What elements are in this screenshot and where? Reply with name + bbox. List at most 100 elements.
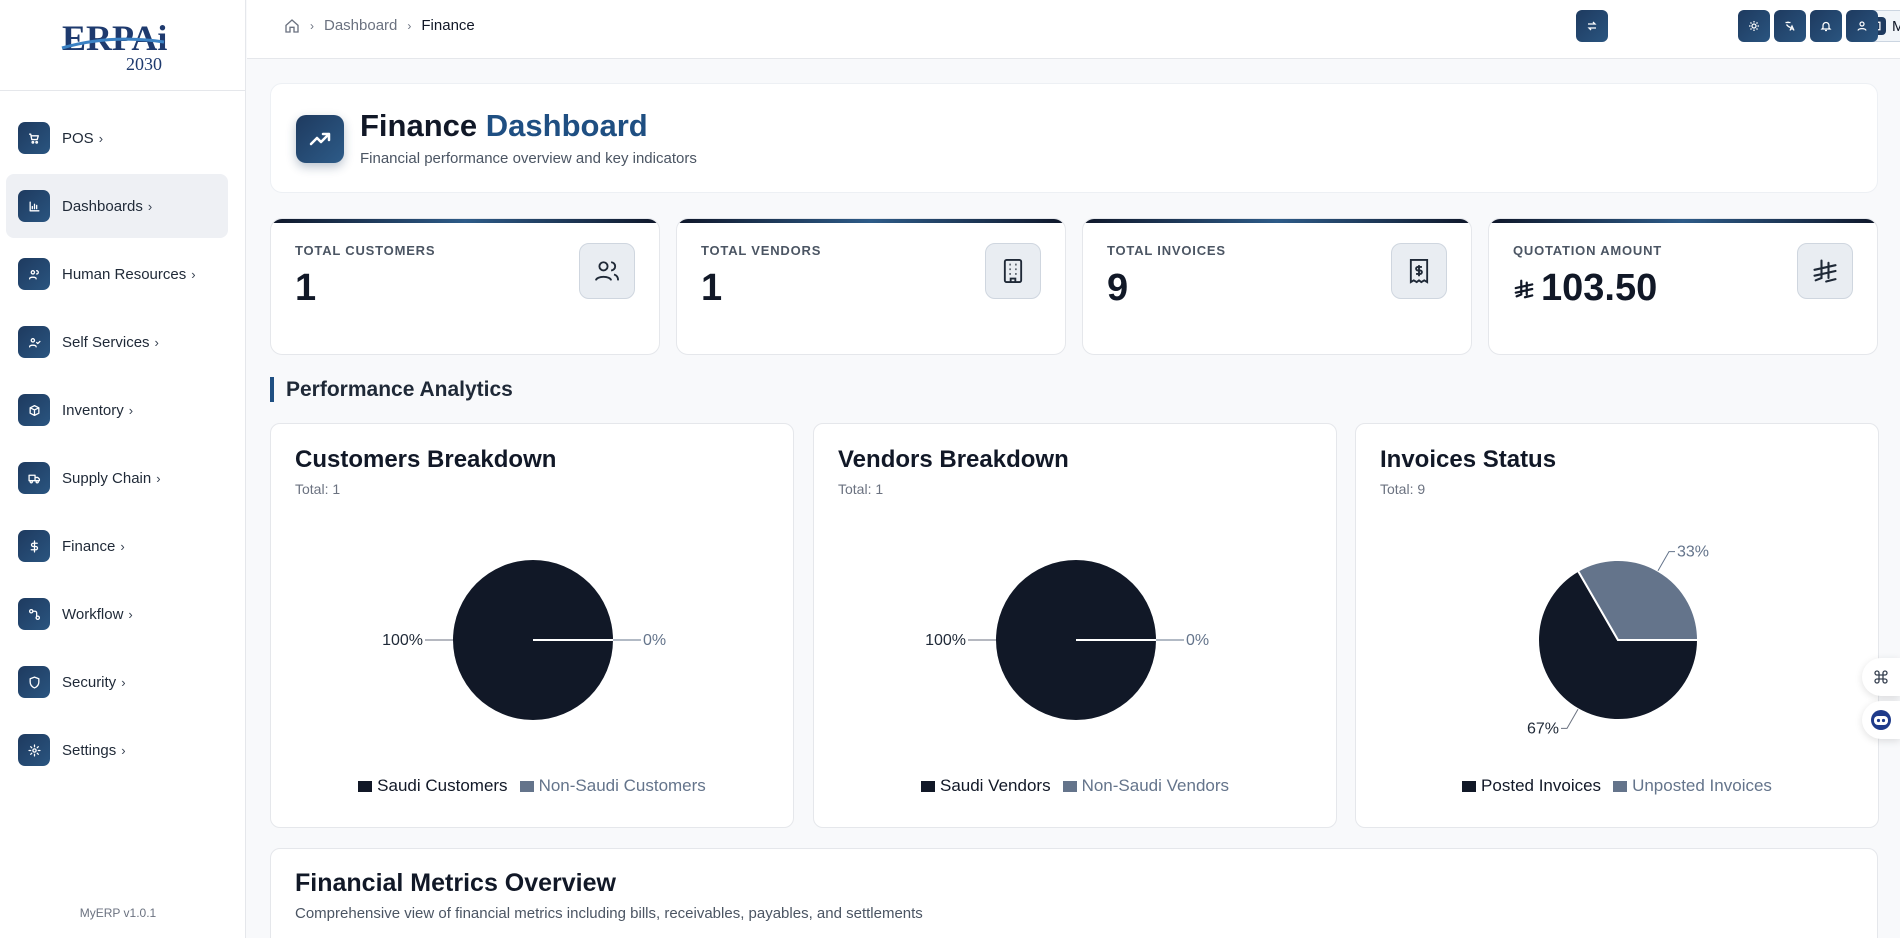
chevron-right-icon: › bbox=[128, 402, 134, 418]
chevron-right-icon: › bbox=[147, 198, 153, 214]
cart-icon bbox=[18, 122, 50, 154]
pie-slice[interactable] bbox=[1537, 569, 1700, 721]
translate-icon bbox=[1785, 21, 1795, 31]
logo-year: 2030 bbox=[126, 54, 162, 74]
bar-chart-icon bbox=[18, 190, 50, 222]
legend-label: Non-Saudi Customers bbox=[538, 776, 706, 795]
pie-label: 67% bbox=[1527, 720, 1559, 737]
theme-button[interactable] bbox=[1738, 10, 1770, 42]
legend-label: Unposted Invoices bbox=[1632, 776, 1772, 795]
legend-item[interactable]: Saudi Vendors bbox=[920, 776, 1051, 796]
shield-icon bbox=[18, 666, 50, 698]
section-title: Performance Analytics bbox=[270, 377, 513, 402]
stat-label: QUOTATION AMOUNT bbox=[1513, 243, 1663, 258]
riyal-icon bbox=[1514, 279, 1534, 298]
users-icon bbox=[18, 258, 50, 290]
sidebar-item-dashboards[interactable]: Dashboards › bbox=[6, 174, 228, 238]
pie-leader-line bbox=[1657, 551, 1675, 571]
breadcrumb-finance: Finance bbox=[421, 17, 475, 34]
sidebar-item-inventory[interactable]: Inventory › bbox=[6, 378, 228, 442]
dollar-icon bbox=[18, 530, 50, 562]
sidebar-item-pos[interactable]: POS › bbox=[6, 106, 228, 170]
stat-value: 1 bbox=[295, 267, 317, 309]
riyal-icon bbox=[1797, 243, 1853, 299]
sidebar-item-label: Security bbox=[62, 673, 117, 691]
user-check-icon bbox=[18, 326, 50, 358]
topbar: › Dashboard › Finance MainBranch bbox=[247, 0, 1900, 59]
page-header: Finance Dashboard Financial performance … bbox=[270, 83, 1878, 193]
sidebar-item-self-services[interactable]: Self Services › bbox=[6, 310, 228, 374]
legend-item[interactable]: Saudi Customers bbox=[358, 776, 508, 796]
switch-button[interactable] bbox=[1576, 10, 1608, 42]
sidebar-item-label: Dashboards bbox=[62, 197, 143, 215]
sidebar-item-label: Inventory bbox=[62, 401, 124, 419]
chart-card-invoices: Invoices Status Total: 9 67% 33% Posted I… bbox=[1355, 423, 1879, 828]
sidebar-item-workflow[interactable]: Workflow › bbox=[6, 582, 228, 646]
legend-item[interactable]: Non-Saudi Customers bbox=[519, 776, 706, 796]
page-title: Finance Dashboard bbox=[360, 108, 648, 144]
building-icon bbox=[985, 243, 1041, 299]
pie-chart: 100% 0% bbox=[925, 560, 1209, 720]
pie-label: 100% bbox=[925, 632, 966, 649]
chart-total: Total: 1 bbox=[295, 481, 341, 497]
chart-total: Total: 9 bbox=[1380, 481, 1426, 497]
command-button[interactable] bbox=[1862, 658, 1900, 696]
workflow-icon bbox=[18, 598, 50, 630]
sidebar-item-security[interactable]: Security › bbox=[6, 650, 228, 714]
breadcrumb: › Dashboard › Finance bbox=[284, 17, 475, 34]
legend-label: Posted Invoices bbox=[1481, 776, 1602, 795]
home-icon[interactable] bbox=[284, 18, 300, 34]
stat-card-vendors: TOTAL VENDORS 1 bbox=[676, 218, 1066, 355]
truck-icon bbox=[18, 462, 50, 494]
legend-label: Saudi Customers bbox=[377, 776, 508, 795]
sidebar-item-label: Settings bbox=[62, 741, 117, 759]
sidebar-item-label: Supply Chain bbox=[62, 469, 152, 487]
notifications-button[interactable] bbox=[1810, 10, 1842, 42]
gear-icon bbox=[18, 734, 50, 766]
sidebar-item-settings[interactable]: Settings › bbox=[6, 718, 228, 782]
sidebar-item-supply-chain[interactable]: Supply Chain › bbox=[6, 446, 228, 510]
legend-item[interactable]: Non-Saudi Vendors bbox=[1062, 776, 1229, 796]
chart-legend: Saudi Vendors Non-Saudi Vendors bbox=[814, 776, 1336, 796]
profile-button[interactable] bbox=[1846, 10, 1878, 42]
sidebar-item-label: POS bbox=[62, 129, 94, 147]
app-logo[interactable]: ERPAi 2030 bbox=[0, 0, 245, 91]
switch-icon bbox=[1587, 21, 1597, 31]
stat-card-invoices: TOTAL INVOICES 9 bbox=[1082, 218, 1472, 355]
sidebar-item-label: Workflow bbox=[62, 605, 124, 623]
pie-label: 0% bbox=[643, 632, 666, 649]
sidebar-item-label: Self Services bbox=[62, 333, 150, 351]
breadcrumb-dashboard[interactable]: Dashboard bbox=[324, 17, 398, 34]
box-icon bbox=[18, 394, 50, 426]
ai-assistant-button[interactable] bbox=[1862, 701, 1900, 739]
stat-card-quotation: QUOTATION AMOUNT 103.50 bbox=[1488, 218, 1878, 355]
user-icon bbox=[1857, 21, 1867, 31]
robot-icon bbox=[1871, 710, 1891, 730]
sidebar-nav: POS › Dashboards › Human Resources › Self Serv… bbox=[0, 91, 245, 766]
sidebar-item-finance[interactable]: Finance › bbox=[6, 514, 228, 578]
chart-card-vendors: Vendors Breakdown Total: 1 100% 0% Saudi … bbox=[813, 423, 1337, 828]
command-icon bbox=[1874, 670, 1888, 684]
sidebar-item-human-resources[interactable]: Human Resources › bbox=[6, 242, 228, 306]
chevron-right-icon: › bbox=[310, 18, 314, 33]
page-title-accent: Dashboard bbox=[485, 108, 648, 143]
chevron-right-icon: › bbox=[121, 742, 126, 758]
legend-item[interactable]: Unposted Invoices bbox=[1613, 776, 1772, 796]
quotation-amount: 103.50 bbox=[1541, 267, 1658, 309]
chart-total: Total: 1 bbox=[838, 481, 884, 497]
pie-slice[interactable] bbox=[1576, 559, 1700, 641]
chart-legend: Posted Invoices Unposted Invoices bbox=[1356, 776, 1878, 796]
users-icon bbox=[579, 243, 635, 299]
financial-metrics-card: Financial Metrics Overview Comprehensive… bbox=[270, 848, 1878, 938]
pie-chart: 100% 0% bbox=[382, 560, 666, 720]
chevron-right-icon: › bbox=[156, 470, 161, 486]
sidebar-item-label: Human Resources bbox=[62, 265, 187, 283]
translate-button[interactable] bbox=[1774, 10, 1806, 42]
legend-label: Saudi Vendors bbox=[939, 776, 1051, 795]
bell-icon bbox=[1820, 21, 1832, 32]
chart-card-customers: Customers Breakdown Total: 1 100% 0% Saud… bbox=[270, 423, 794, 828]
legend-item[interactable]: Posted Invoices bbox=[1462, 776, 1601, 796]
chart-title: Customers Breakdown bbox=[295, 446, 557, 473]
receipt-icon bbox=[1391, 243, 1447, 299]
chart-title: Invoices Status bbox=[1380, 446, 1557, 473]
